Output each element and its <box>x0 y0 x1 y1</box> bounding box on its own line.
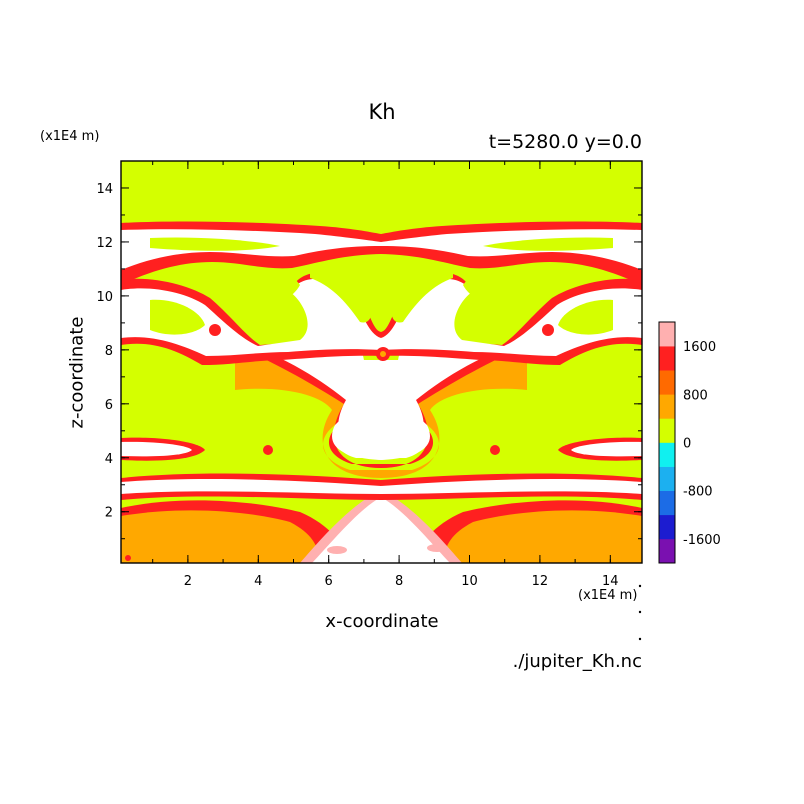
heatmap-region <box>310 267 372 323</box>
heatmap-region <box>121 510 319 563</box>
colorbar-swatch <box>659 346 675 371</box>
x-axis-ticks: 2 4 6 8 10 12 14 <box>152 161 619 589</box>
colorbar: 1600 800 0 -800 -1600 <box>658 321 721 564</box>
decoration-dot <box>638 637 642 641</box>
colorbar-swatch <box>659 394 675 419</box>
y-tick-label: 14 <box>96 182 113 197</box>
heatmap-spot <box>327 546 347 554</box>
heatmap-spot <box>490 445 500 455</box>
heatmap-region <box>121 279 642 356</box>
y-tick-label: 4 <box>105 452 113 467</box>
heatmap-region <box>332 360 430 460</box>
colorbar-swatch <box>659 538 675 564</box>
heatmap-region <box>121 272 642 365</box>
heatmap-region <box>229 266 300 307</box>
y-tick-label: 6 <box>105 398 113 413</box>
source-filename: ./jupiter_Kh.nc <box>512 651 642 672</box>
colorbar-swatch <box>659 514 675 540</box>
heatmap-region <box>262 339 500 460</box>
plot-frame <box>120 160 643 564</box>
colorbar-label: 1600 <box>683 340 716 355</box>
x-tick-label: 10 <box>461 574 478 589</box>
colorbar-swatch <box>659 370 675 395</box>
x-tick-label: 2 <box>184 574 192 589</box>
colorbar-swatch <box>659 322 675 347</box>
colorbar-swatch <box>659 466 675 491</box>
x-axis-label: x-coordinate <box>325 611 439 632</box>
chart-subtitle: t=5280.0 y=0.0 <box>488 131 642 153</box>
heatmap-region <box>558 299 613 335</box>
decoration-dot <box>638 610 642 614</box>
y-axis-unit: (x1E4 m) <box>40 129 100 144</box>
colorbar-swatch <box>659 442 675 467</box>
heatmap-region <box>391 267 453 323</box>
heatmap-spot <box>542 324 554 336</box>
heatmap-region <box>121 479 642 494</box>
colorbar-label: -1600 <box>683 533 721 548</box>
y-tick-label: 10 <box>96 290 113 305</box>
heatmap-region <box>150 237 280 251</box>
heatmap-region <box>463 266 534 307</box>
x-tick-label: 4 <box>254 574 262 589</box>
colorbar-frame <box>658 321 676 564</box>
heatmap-spot <box>209 324 221 336</box>
heatmap-region <box>444 510 642 563</box>
y-tick-label: 2 <box>105 506 113 521</box>
x-tick-label: 8 <box>395 574 403 589</box>
colorbar-swatch <box>659 418 675 443</box>
heatmap-region <box>312 497 450 563</box>
heatmap-region <box>235 350 527 478</box>
y-tick-label: 8 <box>105 344 113 359</box>
heatmap-region <box>121 229 642 270</box>
heatmap-region <box>483 237 613 251</box>
colorbar-swatch <box>659 490 675 516</box>
heatmap-spot <box>263 445 273 455</box>
heatmap-spot <box>427 544 447 552</box>
y-axis-ticks: 2 4 6 8 10 12 14 <box>96 160 642 540</box>
x-tick-label: 14 <box>602 574 619 589</box>
heatmap-region <box>571 441 642 457</box>
chart-title: Kh <box>368 100 396 124</box>
x-axis-unit: (x1E4 m) <box>578 588 638 603</box>
heatmap-spot <box>125 555 131 561</box>
x-tick-label: 6 <box>325 574 333 589</box>
x-tick-label: 12 <box>532 574 549 589</box>
heatmap-region <box>150 299 205 335</box>
heatmap-spot <box>380 351 386 357</box>
colorbar-label: 0 <box>683 437 691 452</box>
y-tick-label: 12 <box>96 236 113 251</box>
colorbar-label: 800 <box>683 388 708 403</box>
colorbar-label: -800 <box>683 485 713 500</box>
heatmap-field <box>121 161 642 563</box>
decoration-dot <box>638 584 642 588</box>
heatmap-region <box>121 441 192 457</box>
